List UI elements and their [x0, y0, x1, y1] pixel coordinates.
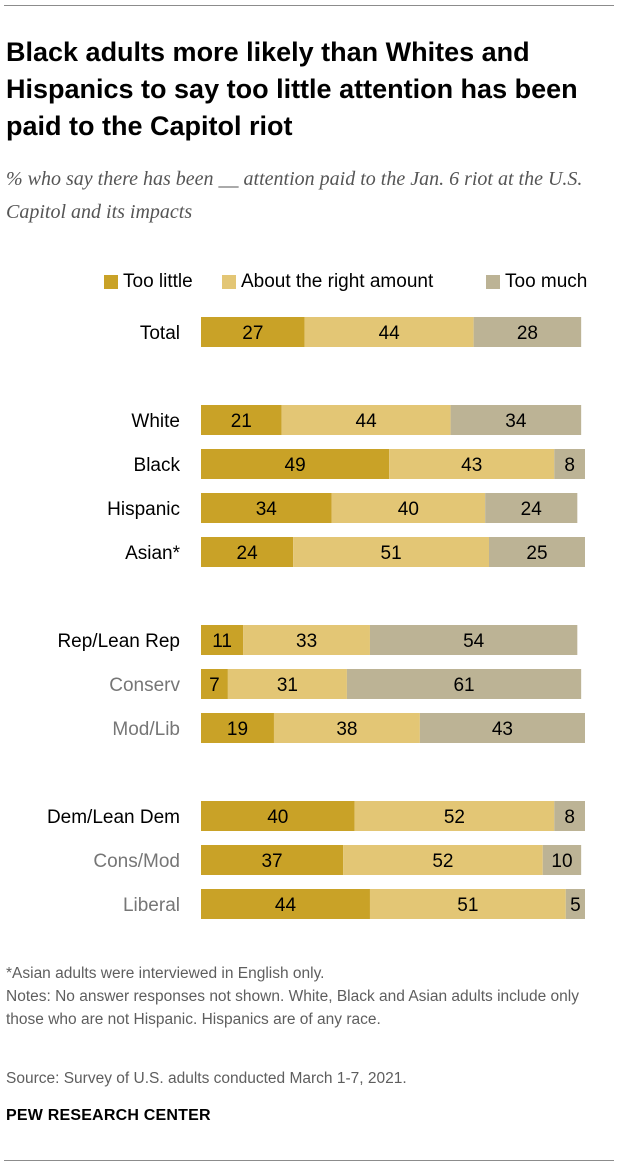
- top-rule: [4, 5, 614, 6]
- value-label-total-too-much: 28: [517, 323, 538, 344]
- bar-rep-lean-rep-too-much: [369, 625, 578, 655]
- bar-mod-lib-about-the-right-amount: [273, 713, 420, 743]
- bar-cons-mod-too-much: [542, 845, 582, 875]
- value-label-mod-lib-too-little: 19: [227, 719, 248, 740]
- bar-dem-lean-dem-about-the-right-amount: [354, 801, 555, 831]
- bar-rep-lean-rep-too-little: [201, 625, 244, 655]
- bar-total-about-the-right-amount: [304, 317, 474, 347]
- value-label-mod-lib-about-the-right-amount: 38: [336, 719, 357, 740]
- value-label-asian-about-the-right-amount: 51: [381, 543, 402, 564]
- bar-white-about-the-right-amount: [281, 405, 451, 435]
- bar-asian-too-little: [201, 537, 294, 567]
- legend-label-about-right: About the right amount: [241, 271, 434, 292]
- bar-dem-lean-dem-too-little: [201, 801, 355, 831]
- category-label-rep-lean-rep: Rep/Lean Rep: [57, 631, 180, 652]
- value-label-hispanic-about-the-right-amount: 40: [398, 499, 419, 520]
- value-label-asian-too-little: 24: [237, 543, 259, 564]
- bar-liberal-about-the-right-amount: [369, 889, 566, 919]
- value-label-conserv-about-the-right-amount: 31: [277, 675, 298, 696]
- value-label-mod-lib-too-much: 43: [492, 719, 513, 740]
- bar-cons-mod-about-the-right-amount: [343, 845, 543, 875]
- value-label-dem-lean-dem-too-much: 8: [564, 807, 575, 828]
- stacked-bar-chart: Total 27 44 28 White 21 44 34 Black 49 43 8 Hispanic…: [47, 317, 585, 919]
- value-label-liberal-about-the-right-amount: 51: [457, 895, 478, 916]
- chart-subtitle: % who say there has been __ attention pa…: [6, 168, 583, 223]
- category-label-hispanic: Hispanic: [107, 499, 180, 520]
- brand-logo-text: PEW RESEARCH CENTER: [6, 1107, 211, 1124]
- bar-conserv-too-much: [346, 669, 582, 699]
- bottom-rule: [4, 1160, 614, 1161]
- value-label-asian-too-much: 25: [526, 543, 547, 564]
- bar-liberal-too-much: [565, 889, 585, 919]
- value-label-black-about-the-right-amount: 43: [461, 455, 482, 476]
- value-label-black-too-much: 8: [564, 455, 575, 476]
- legend-label-too-little: Too little: [123, 271, 193, 292]
- category-label-conserv: Conserv: [109, 675, 180, 696]
- bar-cons-mod-too-little: [201, 845, 344, 875]
- value-label-conserv-too-much: 61: [453, 675, 474, 696]
- bar-black-too-much: [554, 449, 585, 479]
- bar-asian-too-much: [489, 537, 585, 567]
- category-label-cons-mod: Cons/Mod: [93, 851, 180, 872]
- bar-white-too-little: [201, 405, 282, 435]
- bar-black-about-the-right-amount: [389, 449, 555, 479]
- bar-black-too-little: [201, 449, 390, 479]
- value-label-white-too-much: 34: [505, 411, 527, 432]
- legend-swatch-too-little: [104, 275, 118, 289]
- value-label-conserv-too-little: 7: [209, 675, 220, 696]
- legend-label-too-much: Too much: [505, 271, 588, 292]
- bar-mod-lib-too-little: [201, 713, 274, 743]
- footnote-text: *Asian adults were interviewed in Englis…: [6, 965, 325, 982]
- bar-total-too-much: [473, 317, 582, 347]
- value-label-cons-mod-too-much: 10: [551, 851, 572, 872]
- bar-conserv-too-little: [201, 669, 228, 699]
- value-label-total-too-little: 27: [242, 323, 263, 344]
- legend: Too little About the right amount Too mu…: [0, 268, 620, 298]
- value-label-white-about-the-right-amount: 44: [356, 411, 378, 432]
- value-label-white-too-little: 21: [231, 411, 252, 432]
- bar-mod-lib-too-much: [419, 713, 585, 743]
- value-label-hispanic-too-much: 24: [521, 499, 543, 520]
- notes-block: *Asian adults were interviewed in Englis…: [6, 962, 612, 1031]
- bar-hispanic-too-much: [485, 493, 578, 523]
- notes-text: Notes: No answer responses not shown. Wh…: [6, 988, 579, 1028]
- category-label-asian: Asian*: [125, 543, 181, 564]
- category-label-mod-lib: Mod/Lib: [112, 719, 180, 740]
- bar-conserv-about-the-right-amount: [227, 669, 347, 699]
- bar-total-too-little: [201, 317, 305, 347]
- bar-liberal-too-little: [201, 889, 370, 919]
- bar-hispanic-too-little: [201, 493, 332, 523]
- category-label-dem-lean-dem: Dem/Lean Dem: [47, 807, 180, 828]
- source-text: Source: Survey of U.S. adults conducted …: [6, 1070, 407, 1087]
- value-label-total-about-the-right-amount: 44: [379, 323, 401, 344]
- value-label-black-too-little: 49: [285, 455, 306, 476]
- category-label-total: Total: [140, 323, 180, 344]
- value-label-liberal-too-much: 5: [570, 895, 581, 916]
- value-label-rep-lean-rep-too-much: 54: [463, 631, 485, 652]
- bar-asian-about-the-right-amount: [293, 537, 489, 567]
- value-label-rep-lean-rep-about-the-right-amount: 33: [296, 631, 317, 652]
- category-label-white: White: [131, 411, 180, 432]
- category-label-black: Black: [134, 455, 181, 476]
- value-label-dem-lean-dem-too-little: 40: [267, 807, 288, 828]
- chart-title: Black adults more likely than Whites and…: [6, 37, 578, 141]
- bar-rep-lean-rep-about-the-right-amount: [243, 625, 370, 655]
- bar-dem-lean-dem-too-much: [554, 801, 585, 831]
- bar-white-too-much: [450, 405, 582, 435]
- value-label-rep-lean-rep-too-little: 11: [212, 631, 232, 652]
- legend-swatch-about-right: [222, 275, 236, 289]
- value-label-dem-lean-dem-about-the-right-amount: 52: [444, 807, 465, 828]
- value-label-liberal-too-little: 44: [275, 895, 297, 916]
- category-label-liberal: Liberal: [123, 895, 180, 916]
- legend-swatch-too-much: [486, 275, 500, 289]
- bar-hispanic-about-the-right-amount: [331, 493, 486, 523]
- value-label-cons-mod-about-the-right-amount: 52: [432, 851, 453, 872]
- value-label-cons-mod-too-little: 37: [261, 851, 282, 872]
- value-label-hispanic-too-little: 34: [256, 499, 278, 520]
